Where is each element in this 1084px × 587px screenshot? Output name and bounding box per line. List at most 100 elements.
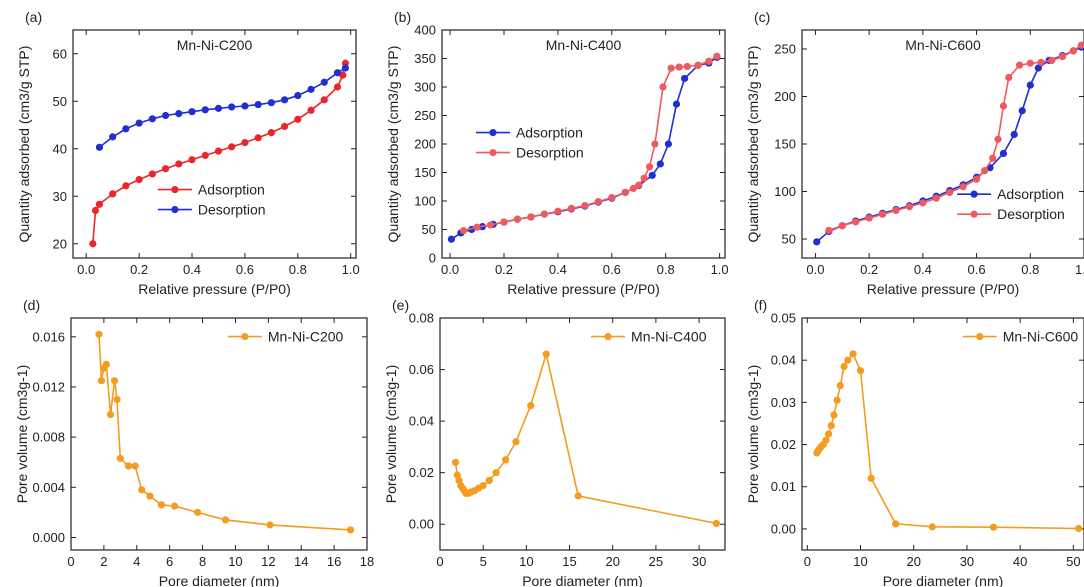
data-point (856, 367, 865, 375)
data-point (840, 362, 848, 371)
chart-panel-c: 0.0 0.2 0.4 0.6 0.8 1.0 50 100 150 200 250 Relative… (745, 9, 1084, 297)
data-point (712, 519, 720, 528)
data-point (1077, 41, 1084, 49)
y-tick-label: 0.03 (771, 395, 796, 410)
y-tick-label: 50 (422, 222, 436, 237)
data-point (1026, 81, 1034, 89)
panel-label: (b) (394, 9, 411, 25)
y-axis-label: Quantity adsorbed (cm3/g STP) (745, 46, 761, 243)
data-point (95, 143, 104, 151)
data-point (266, 521, 274, 529)
y-tick-label: 300 (414, 80, 436, 95)
x-tick-label: 30 (960, 554, 974, 569)
data-point (485, 476, 493, 484)
data-point (838, 222, 846, 230)
data-point (221, 516, 230, 524)
data-point (999, 102, 1008, 110)
y-tick-label: 50 (53, 94, 67, 109)
x-tick-label: 1.0 (711, 262, 729, 277)
data-point (161, 111, 170, 120)
y-tick-label: 40 (53, 141, 67, 156)
data-point (201, 151, 209, 159)
data-point (138, 486, 146, 494)
data-point (713, 52, 721, 60)
data-point (188, 108, 196, 116)
data-point (459, 227, 468, 235)
legend-entry: Mn-Ni-C400 (631, 329, 707, 345)
data-point (201, 106, 209, 114)
data-point (994, 135, 1002, 143)
data-point (629, 184, 637, 193)
plot-frame (72, 29, 357, 259)
x-tick-label: 10 (853, 554, 867, 569)
data-point (254, 134, 262, 142)
y-tick-label: 0.04 (771, 353, 796, 368)
x-tick-label: 0.0 (441, 262, 459, 277)
y-tick-label: 60 (53, 46, 67, 61)
data-point (89, 240, 97, 248)
y-tick-label: 0.08 (409, 311, 434, 326)
data-point (981, 167, 989, 175)
x-tick-label: 0 (67, 554, 74, 569)
y-tick-label: 200 (774, 89, 796, 104)
x-tick-label: 1.0 (342, 262, 360, 277)
legend-marker (970, 190, 978, 198)
y-tick-label: 30 (53, 189, 67, 204)
data-point (825, 226, 833, 235)
legend-entry: Desorption (198, 202, 266, 218)
x-tick-label: 0.6 (236, 262, 254, 277)
y-axis-label: Quantity adsorbed (cm3/g STP) (385, 46, 401, 243)
y-tick-label: 0.02 (771, 437, 796, 452)
data-point (635, 181, 643, 189)
data-point (228, 143, 236, 151)
x-axis-label: Pore diameter (nm) (159, 573, 280, 587)
x-tick-label: 0.2 (860, 262, 878, 277)
data-point (346, 526, 355, 534)
chart-panel-f: 0 10 20 30 40 50 0.00 0.01 0.02 0.03 0.04 0.05 Pore … (745, 297, 1084, 587)
y-tick-label: 50 (782, 232, 796, 247)
data-point (574, 492, 582, 500)
x-tick-label: 14 (294, 554, 308, 569)
data-point (542, 350, 550, 358)
x-tick-label: 0.2 (495, 262, 513, 277)
data-point (241, 138, 249, 147)
data-point (307, 85, 315, 93)
x-tick-label: 0.4 (549, 262, 567, 277)
data-point (91, 206, 100, 215)
legend-marker (489, 129, 497, 137)
series-line-mn-ni-c400 (454, 350, 717, 525)
series-line-desorption (463, 55, 718, 232)
data-point (932, 194, 940, 202)
x-tick-label: 0.6 (968, 262, 986, 277)
x-tick-label: 20 (907, 554, 921, 569)
y-tick-label: 150 (414, 165, 436, 180)
x-tick-label: 0.8 (289, 262, 307, 277)
x-tick-label: 15 (562, 554, 576, 569)
data-point (148, 115, 156, 123)
legend-marker (171, 206, 179, 214)
legend-entry: Adsorption (997, 186, 1064, 202)
y-axis-label: Pore volume (cm3g-1) (745, 365, 761, 504)
panel-label: (a) (25, 9, 42, 25)
y-tick-label: 20 (53, 236, 67, 251)
y-tick-label: 0.012 (32, 379, 65, 394)
y-tick-label: 0.00 (771, 521, 796, 536)
data-point (124, 462, 133, 470)
data-point (822, 436, 830, 444)
data-point (109, 133, 117, 141)
data-point (999, 149, 1008, 158)
data-point (122, 125, 130, 133)
data-point (479, 481, 487, 490)
y-tick-label: 0.02 (409, 465, 434, 480)
data-point (146, 492, 154, 500)
data-point (1018, 107, 1026, 115)
data-point (946, 188, 954, 197)
data-point (341, 64, 350, 72)
chart-panel-d: 0 2 4 6 8 10 12 14 16 18 0.000 0.004 0.008 0.012 0.016… (14, 297, 374, 587)
data-point (972, 175, 981, 183)
data-point (667, 64, 675, 72)
data-point (849, 350, 857, 358)
data-point (188, 156, 196, 164)
data-point (836, 381, 844, 390)
panel-label: (f) (754, 297, 767, 313)
